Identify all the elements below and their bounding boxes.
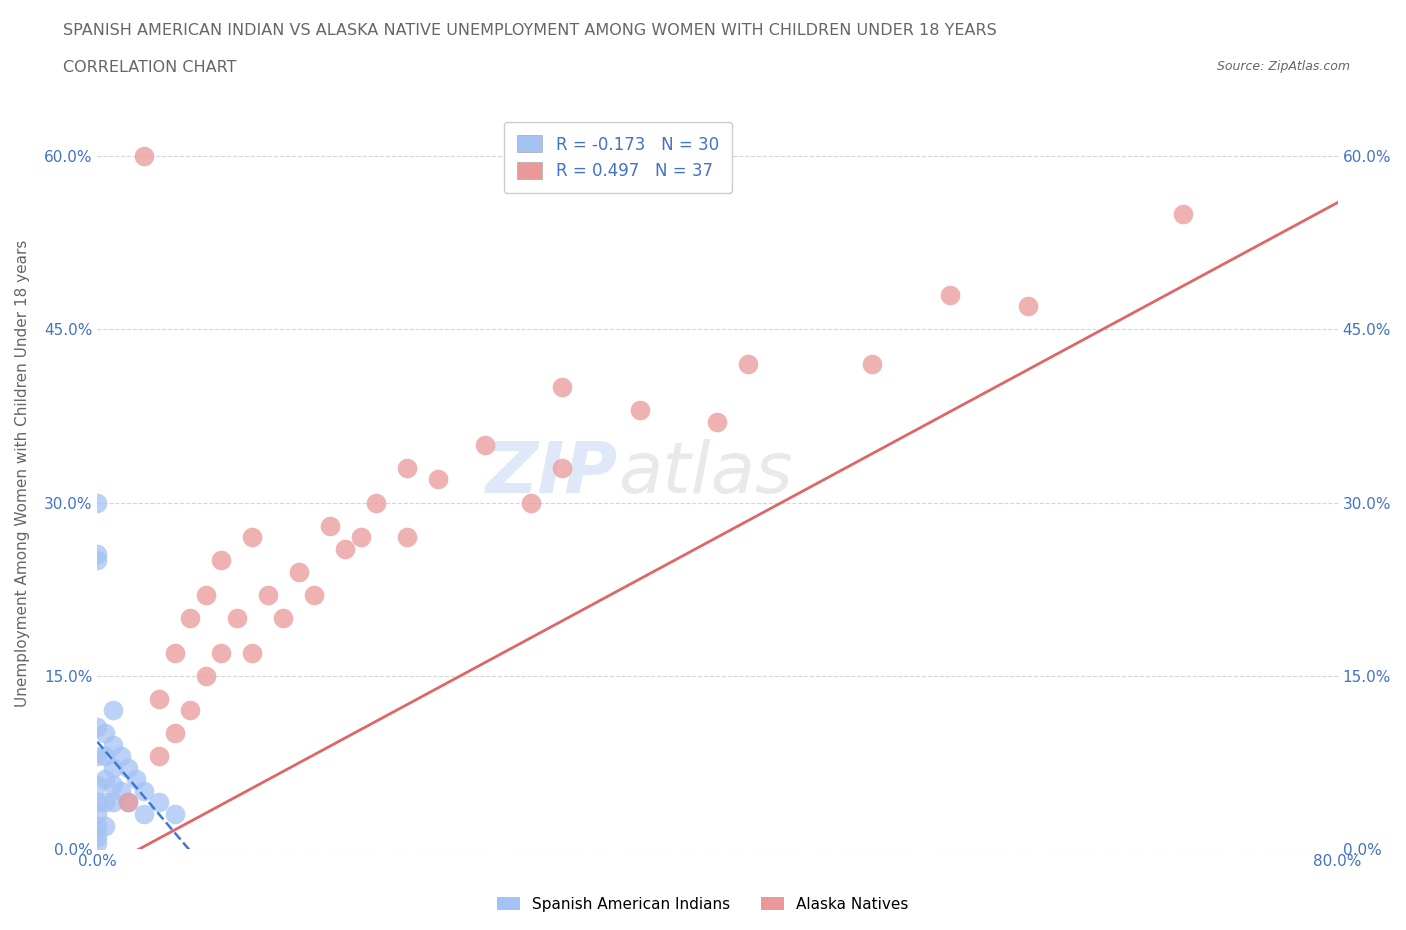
- Point: [366, 495, 388, 510]
- Point: [396, 530, 419, 545]
- Point: [319, 518, 342, 533]
- Point: [86, 720, 108, 735]
- Point: [101, 737, 124, 752]
- Point: [335, 541, 357, 556]
- Point: [194, 588, 217, 603]
- Point: [179, 703, 201, 718]
- Point: [939, 287, 962, 302]
- Point: [288, 565, 311, 579]
- Point: [86, 795, 108, 810]
- Point: [94, 795, 117, 810]
- Point: [240, 530, 263, 545]
- Point: [86, 749, 108, 764]
- Point: [271, 610, 294, 625]
- Point: [132, 149, 155, 164]
- Point: [1017, 299, 1039, 313]
- Point: [86, 818, 108, 833]
- Point: [256, 588, 278, 603]
- Point: [194, 668, 217, 683]
- Point: [1171, 206, 1194, 221]
- Point: [117, 795, 139, 810]
- Point: [86, 552, 108, 567]
- Point: [551, 460, 574, 475]
- Y-axis label: Unemployment Among Women with Children Under 18 years: Unemployment Among Women with Children U…: [15, 240, 30, 708]
- Point: [209, 645, 232, 660]
- Point: [520, 495, 543, 510]
- Point: [628, 403, 651, 418]
- Point: [86, 777, 108, 792]
- Text: Source: ZipAtlas.com: Source: ZipAtlas.com: [1216, 60, 1350, 73]
- Point: [737, 356, 759, 371]
- Point: [101, 761, 124, 776]
- Point: [101, 777, 124, 792]
- Point: [94, 818, 117, 833]
- Point: [94, 749, 117, 764]
- Point: [148, 691, 170, 706]
- Point: [225, 610, 247, 625]
- Point: [86, 806, 108, 821]
- Text: ZIP: ZIP: [486, 439, 619, 508]
- Point: [101, 703, 124, 718]
- Point: [86, 547, 108, 562]
- Point: [862, 356, 884, 371]
- Legend: R = -0.173   N = 30, R = 0.497   N = 37: R = -0.173 N = 30, R = 0.497 N = 37: [505, 122, 733, 193]
- Point: [94, 725, 117, 740]
- Point: [94, 772, 117, 787]
- Text: SPANISH AMERICAN INDIAN VS ALASKA NATIVE UNEMPLOYMENT AMONG WOMEN WITH CHILDREN : SPANISH AMERICAN INDIAN VS ALASKA NATIVE…: [63, 23, 997, 38]
- Text: atlas: atlas: [619, 439, 793, 508]
- Point: [125, 772, 148, 787]
- Point: [163, 645, 186, 660]
- Point: [132, 783, 155, 798]
- Point: [117, 795, 139, 810]
- Point: [101, 795, 124, 810]
- Point: [110, 783, 132, 798]
- Point: [474, 437, 496, 452]
- Point: [148, 749, 170, 764]
- Point: [427, 472, 450, 487]
- Point: [179, 610, 201, 625]
- Point: [117, 761, 139, 776]
- Point: [209, 552, 232, 567]
- Point: [304, 588, 326, 603]
- Point: [86, 835, 108, 850]
- Point: [132, 806, 155, 821]
- Point: [148, 795, 170, 810]
- Point: [86, 830, 108, 844]
- Point: [110, 749, 132, 764]
- Point: [706, 414, 728, 429]
- Point: [350, 530, 373, 545]
- Point: [551, 379, 574, 394]
- Point: [396, 460, 419, 475]
- Point: [86, 495, 108, 510]
- Text: CORRELATION CHART: CORRELATION CHART: [63, 60, 236, 75]
- Legend: Spanish American Indians, Alaska Natives: Spanish American Indians, Alaska Natives: [491, 890, 915, 918]
- Point: [163, 806, 186, 821]
- Point: [163, 725, 186, 740]
- Point: [240, 645, 263, 660]
